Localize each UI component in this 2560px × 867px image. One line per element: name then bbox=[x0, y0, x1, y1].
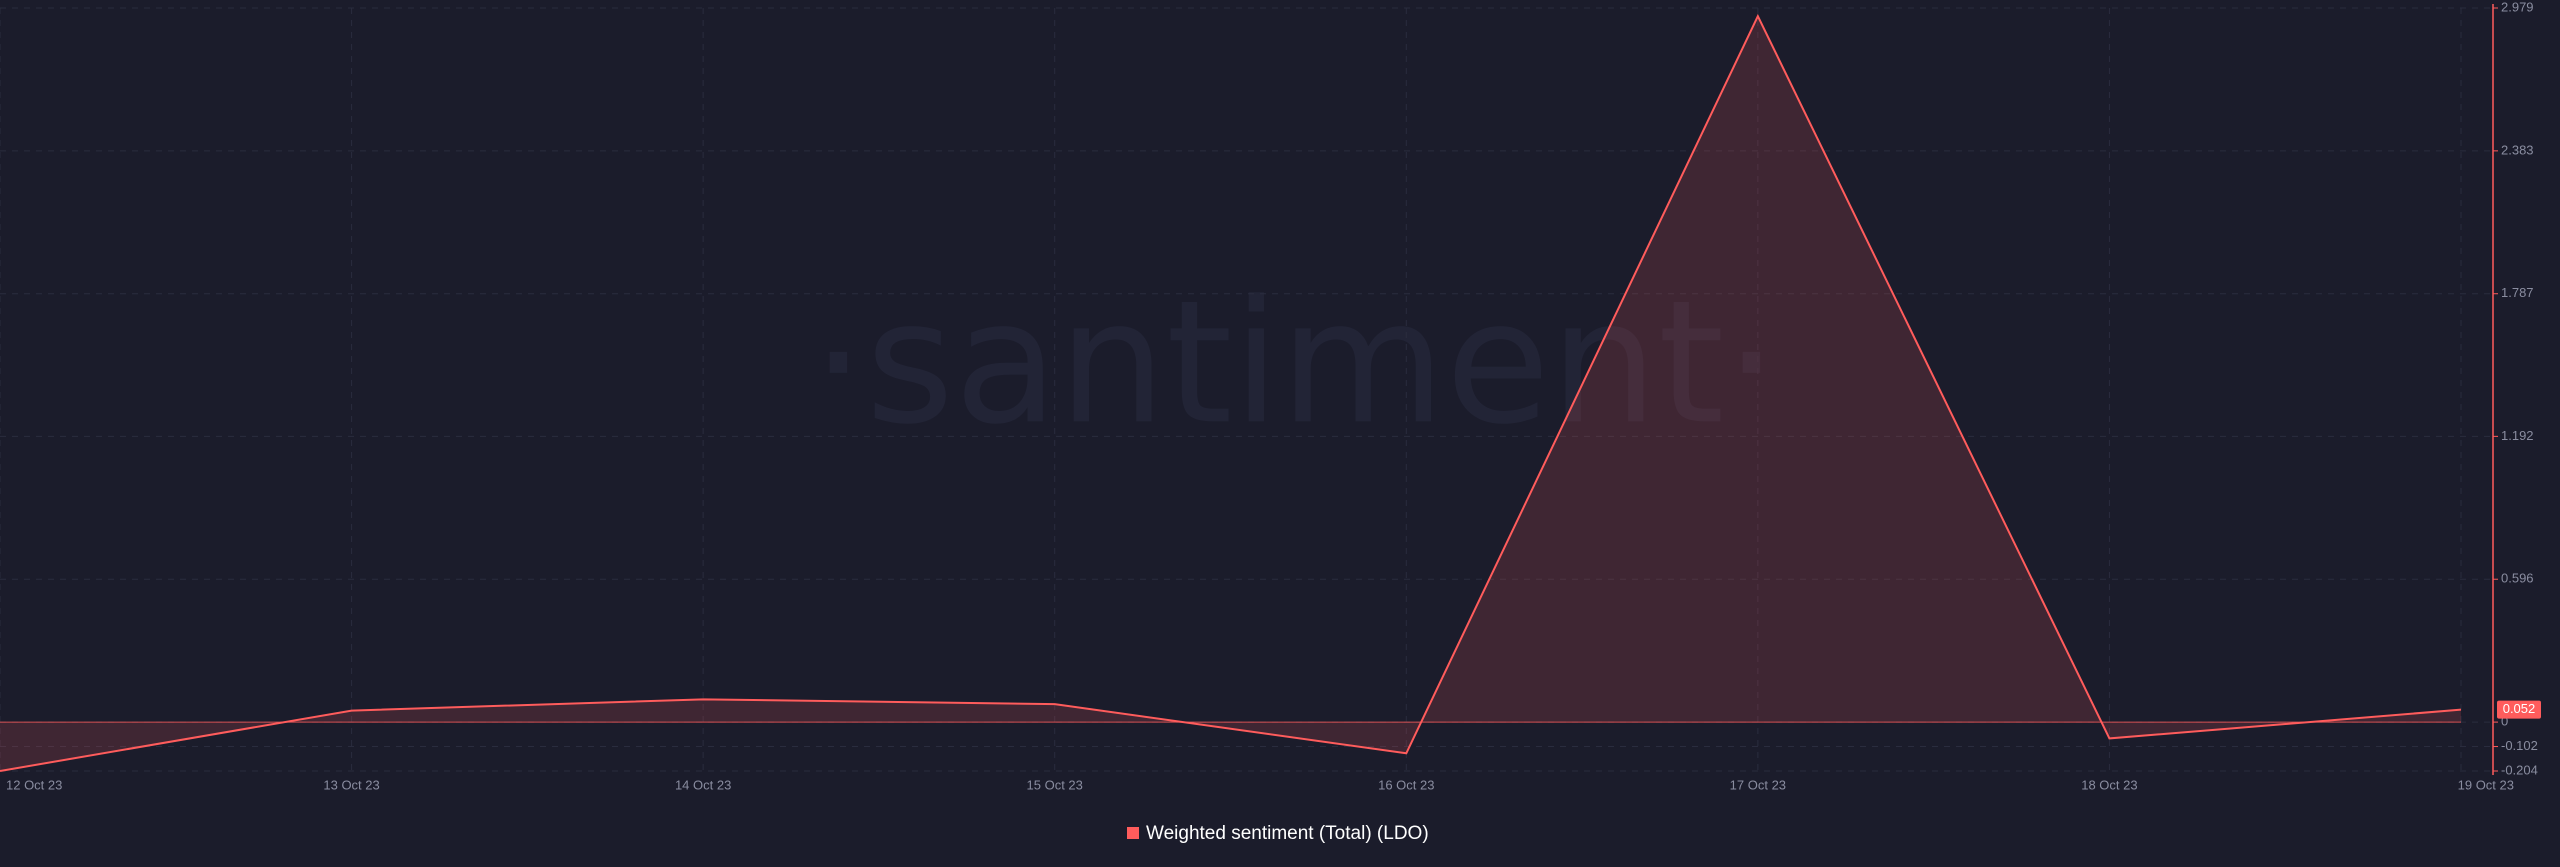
x-tick-label: 16 Oct 23 bbox=[1378, 777, 1434, 792]
x-tick-label: 14 Oct 23 bbox=[675, 777, 731, 792]
legend-swatch bbox=[1127, 827, 1139, 839]
legend: Weighted sentiment (Total) (LDO) bbox=[1127, 823, 1429, 844]
y-tick-label: 0 bbox=[2501, 714, 2508, 729]
y-tick-label: 0.596 bbox=[2501, 571, 2534, 586]
x-tick-label: 18 Oct 23 bbox=[2081, 777, 2137, 792]
x-tick-label: 19 Oct 23 bbox=[2458, 777, 2514, 792]
y-tick-label: 1.787 bbox=[2501, 285, 2534, 300]
area bbox=[0, 16, 2461, 772]
y-tick-label: -0.102 bbox=[2501, 738, 2538, 753]
y-tick-label: 1.192 bbox=[2501, 428, 2534, 443]
x-tick-label: 12 Oct 23 bbox=[6, 777, 62, 792]
value-badge bbox=[2497, 700, 2541, 719]
value-label: 0.052 bbox=[2503, 701, 2536, 716]
y-tick-label: -0.204 bbox=[2501, 762, 2538, 777]
y-tick-label: 2.979 bbox=[2501, 0, 2534, 14]
x-tick-label: 17 Oct 23 bbox=[1730, 777, 1786, 792]
line bbox=[0, 13, 2462, 772]
legend-label: Weighted sentiment (Total) (LDO) bbox=[1146, 823, 1429, 844]
x-tick-label: 13 Oct 23 bbox=[323, 777, 379, 792]
y-tick-label: 2.383 bbox=[2501, 142, 2534, 157]
x-tick-label: 15 Oct 23 bbox=[1027, 777, 1083, 792]
watermark: ·santiment· bbox=[811, 264, 1778, 462]
